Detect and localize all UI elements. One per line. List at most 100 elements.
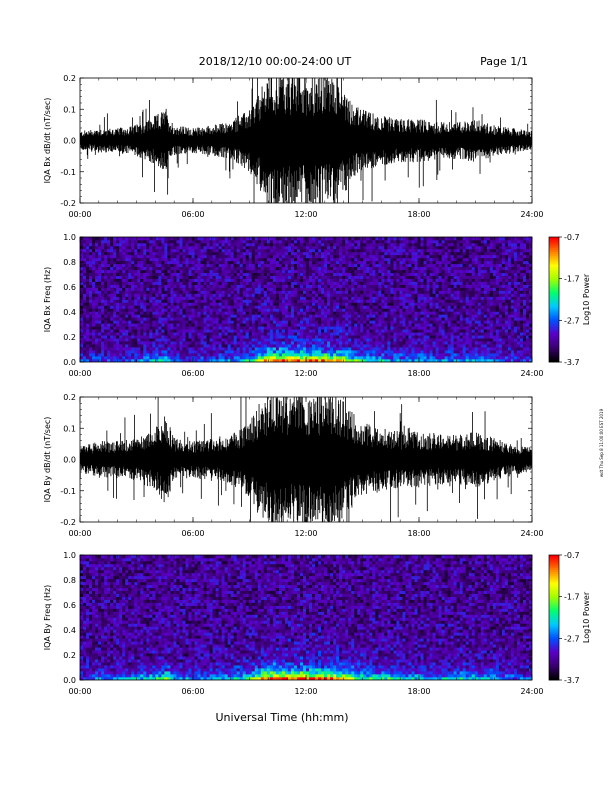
spectrogram-cell xyxy=(215,359,219,362)
spectrogram-cell xyxy=(107,299,111,303)
spectrogram-cell xyxy=(206,245,210,250)
spectrogram-cell xyxy=(257,347,262,351)
spectrogram-cell xyxy=(327,248,331,253)
spectrogram-cell xyxy=(306,278,310,282)
spectrogram-cell xyxy=(284,293,289,297)
spectrogram-cell xyxy=(134,299,138,303)
spectrogram-cell xyxy=(290,350,295,354)
spectrogram-cell xyxy=(351,302,355,306)
spectrogram-cell xyxy=(423,275,427,279)
spectrogram-cell xyxy=(173,284,177,288)
spectrogram-cell xyxy=(315,266,319,271)
spectrogram-cell xyxy=(113,338,117,342)
spectrogram-cell xyxy=(191,287,195,291)
spectrogram-cell xyxy=(197,296,201,300)
spectrogram-cell xyxy=(260,305,265,309)
spectrogram-cell xyxy=(143,269,147,274)
spectrogram-cell xyxy=(131,338,135,342)
spectrogram-cell xyxy=(143,257,147,262)
spectrogram-cell xyxy=(218,320,222,324)
spectrogram-cell xyxy=(339,266,343,271)
spectrogram-cell xyxy=(224,248,228,253)
spectrogram-cell xyxy=(263,332,268,336)
spectrogram-cell xyxy=(191,341,195,345)
spectrogram-cell xyxy=(95,260,99,265)
spectrogram-cell xyxy=(230,311,234,315)
spectrogram-cell xyxy=(375,293,379,297)
spectrogram-cell xyxy=(185,239,189,244)
spectrogram-cell xyxy=(312,347,316,351)
spectrogram-cell xyxy=(191,314,195,318)
spectrogram-cell xyxy=(167,242,171,247)
spectrogram-cell xyxy=(290,299,295,303)
spectrogram-cell xyxy=(191,293,195,297)
spectrogram-cell xyxy=(182,245,186,250)
spectrogram-cell xyxy=(345,254,349,259)
spectrogram-cell xyxy=(215,317,219,321)
x-tick-label: 00:00 xyxy=(68,210,91,219)
spectrogram-cell xyxy=(221,293,225,297)
spectrogram-cell xyxy=(251,338,256,342)
spectrogram-cell xyxy=(390,245,394,250)
spectrogram-cell xyxy=(251,290,256,294)
spectrogram-cell xyxy=(236,347,240,351)
spectrogram-cell xyxy=(393,257,397,262)
spectrogram-cell xyxy=(293,275,298,279)
spectrogram-cell xyxy=(269,239,274,244)
spectrogram-cell xyxy=(101,341,105,345)
spectrogram-cell xyxy=(405,341,409,345)
spectrogram-cell xyxy=(242,311,247,315)
spectrogram-cell xyxy=(164,359,168,362)
spectrogram-cell xyxy=(104,284,108,288)
spectrogram-cell xyxy=(203,275,207,279)
spectrogram-cell xyxy=(393,320,397,324)
spectrogram-cell xyxy=(218,237,222,241)
spectrogram-cell xyxy=(348,275,352,279)
spectrogram-cell xyxy=(321,353,325,357)
spectrogram-cell xyxy=(173,320,177,324)
spectrogram-cell xyxy=(155,287,159,291)
spectrogram-cell xyxy=(351,254,355,259)
spectrogram-cell xyxy=(194,341,198,345)
spectrogram-cell xyxy=(239,260,244,265)
spectrogram-cell xyxy=(236,308,240,312)
spectrogram-cell xyxy=(227,359,231,362)
spectrogram-cell xyxy=(122,344,126,348)
spectrogram-cell xyxy=(324,344,328,348)
spectrogram-cell xyxy=(393,305,397,309)
spectrogram-cell xyxy=(408,260,412,265)
spectrogram-cell xyxy=(194,350,198,354)
spectrogram-cell xyxy=(125,341,129,345)
spectrogram-cell xyxy=(339,260,343,265)
spectrogram-cell xyxy=(149,323,153,327)
spectrogram-cell xyxy=(351,251,355,256)
spectrogram-cell xyxy=(417,323,421,327)
spectrogram-cell xyxy=(278,353,283,357)
spectrogram-cell xyxy=(299,284,304,288)
spectrogram-cell xyxy=(209,266,213,271)
spectrogram-cell xyxy=(173,272,177,276)
spectrogram-cell xyxy=(366,341,370,345)
spectrogram-cell xyxy=(269,284,274,288)
spectrogram-cell xyxy=(191,326,195,330)
spectrogram-cell xyxy=(107,278,111,282)
spectrogram-cell xyxy=(245,332,250,336)
spectrogram-cell xyxy=(272,293,277,297)
spectrogram-cell xyxy=(125,296,129,300)
spectrogram-cell xyxy=(182,314,186,318)
spectrogram-cell xyxy=(146,278,150,282)
spectrogram-cell xyxy=(321,269,325,274)
spectrogram-cell xyxy=(330,239,334,244)
spectrogram-cell xyxy=(284,323,289,327)
spectrogram-cell xyxy=(155,248,159,253)
spectrogram-cell xyxy=(275,278,280,282)
spectrogram-cell xyxy=(197,284,201,288)
spectrogram-cell xyxy=(203,296,207,300)
spectrogram-cell xyxy=(281,344,286,348)
spectrogram-cell xyxy=(287,320,292,324)
spectrogram-cell xyxy=(281,272,286,276)
spectrogram-cell xyxy=(110,272,114,276)
spectrogram-cell xyxy=(339,329,343,333)
spectrogram-cell xyxy=(296,239,301,244)
spectrogram-cell xyxy=(143,272,147,276)
